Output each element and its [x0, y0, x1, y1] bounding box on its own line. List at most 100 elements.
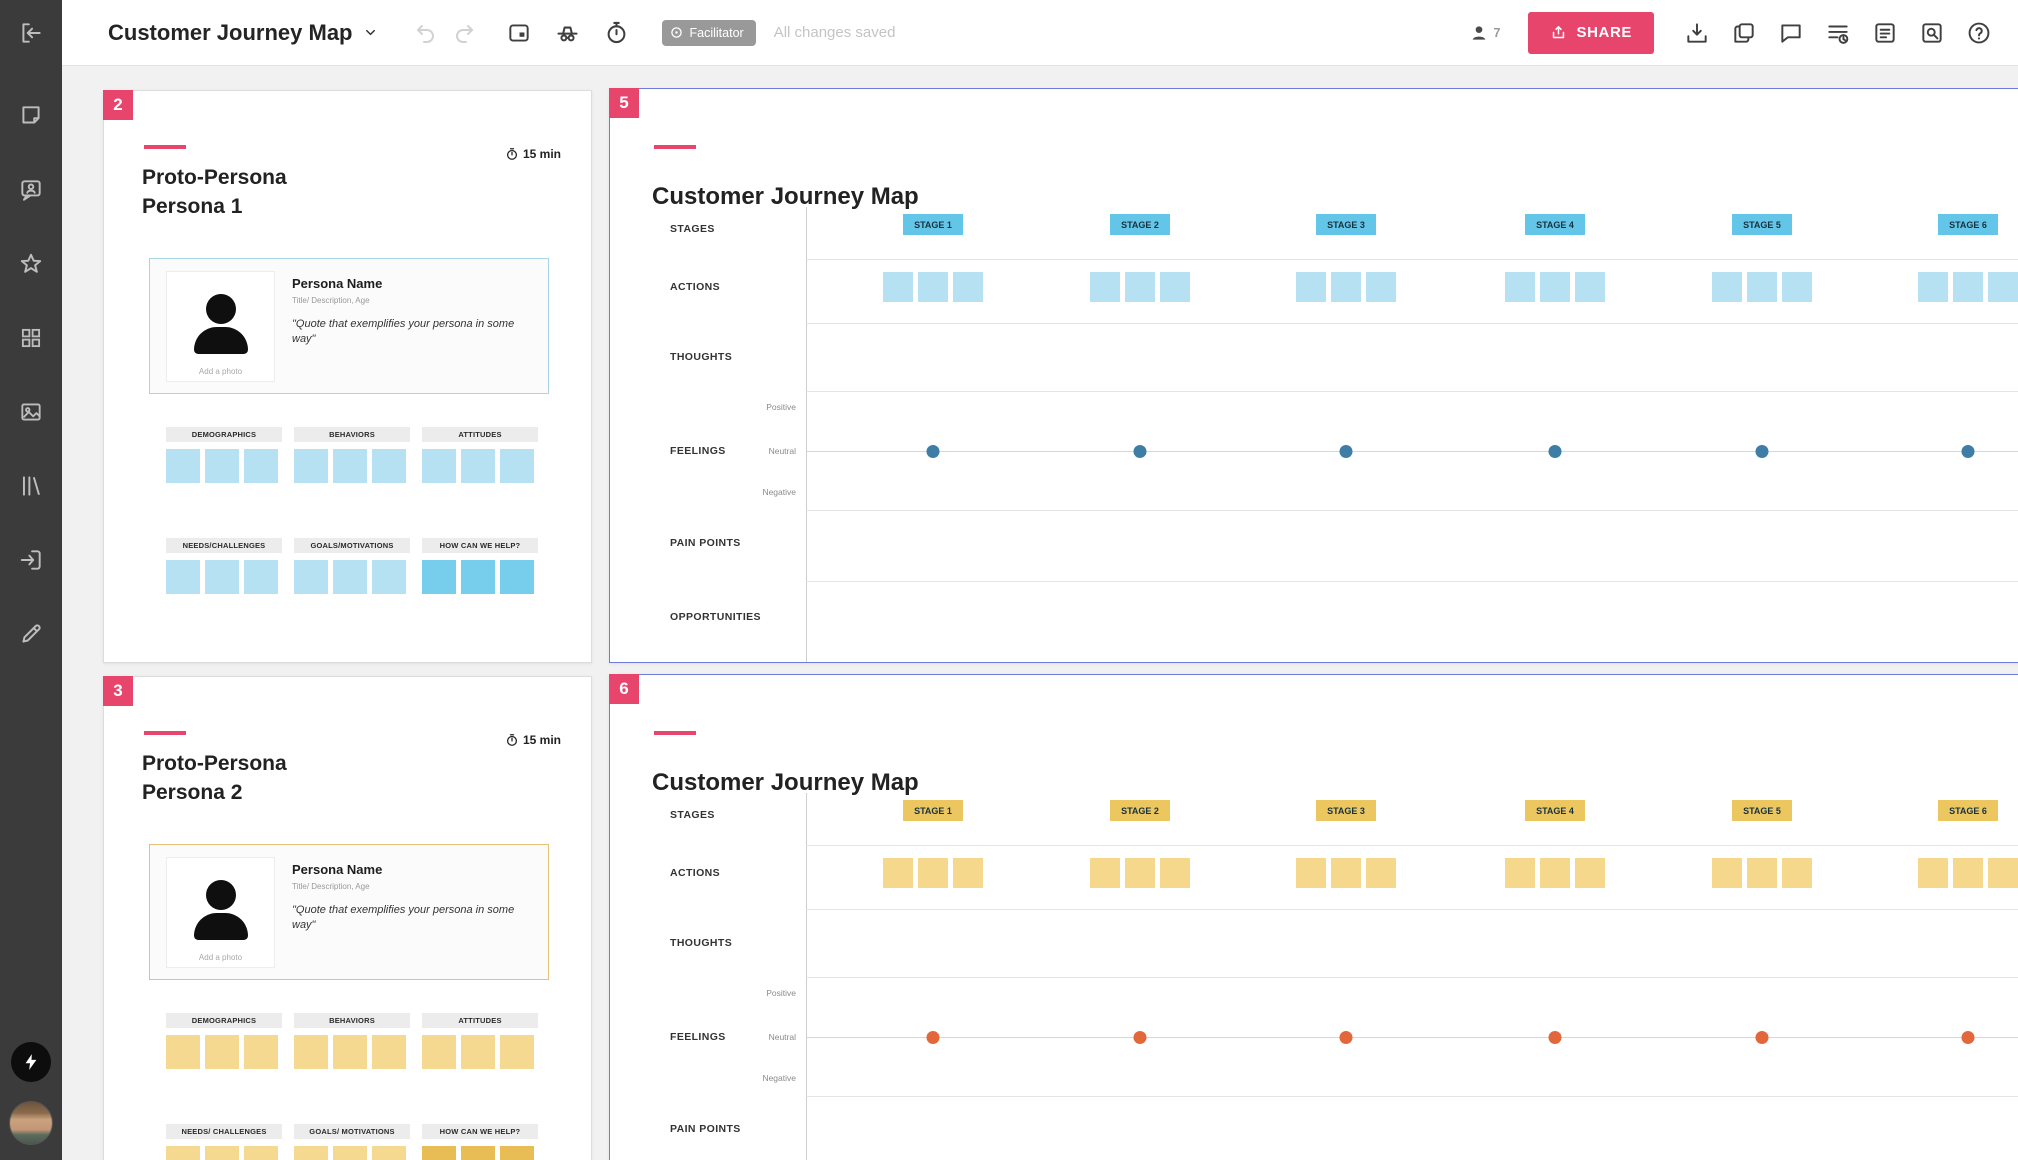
feeling-dot[interactable] [1755, 445, 1769, 458]
sticky-note[interactable] [500, 1146, 534, 1160]
row-label-thoughts[interactable]: THOUGHTS [670, 351, 733, 363]
stage-chip[interactable]: STAGE 2 [1110, 800, 1170, 821]
feeling-dot[interactable] [926, 445, 940, 458]
import-icon[interactable] [18, 547, 44, 573]
sticky-note[interactable] [1918, 858, 1948, 888]
sticky-note[interactable] [205, 1146, 239, 1160]
persona-quote[interactable]: "Quote that exemplifies your persona in … [292, 318, 515, 345]
sticky-note[interactable] [1331, 272, 1361, 302]
row-label-thoughts[interactable]: THOUGHTS [670, 937, 733, 949]
feeling-dot[interactable] [1961, 445, 1975, 458]
sticky-note[interactable] [1712, 272, 1742, 302]
sticky-note[interactable] [1953, 272, 1983, 302]
sticky-note[interactable] [294, 560, 328, 594]
sticky-note[interactable] [953, 858, 983, 888]
timer-widget[interactable]: 15 min [505, 733, 561, 747]
row-label-stages[interactable]: STAGES [670, 223, 715, 235]
find-icon[interactable] [1919, 20, 1945, 46]
sticky-note[interactable] [1090, 858, 1120, 888]
exit-icon[interactable] [18, 20, 44, 46]
persona-quote[interactable]: "Quote that exemplifies your persona in … [292, 904, 515, 931]
sticky-note[interactable] [333, 1035, 367, 1069]
sticky-note[interactable] [372, 1146, 406, 1160]
board-title-menu[interactable]: Customer Journey Map [108, 20, 378, 46]
frame-journey-map-1[interactable]: 5 Customer Journey Map STAGES ACTIONS TH… [609, 88, 2018, 663]
row-label-actions[interactable]: ACTIONS [670, 281, 721, 293]
feeling-dot[interactable] [926, 1031, 940, 1044]
frame-title[interactable]: Proto-Persona Persona 2 [142, 749, 287, 807]
photo-placeholder[interactable]: Add a photo [167, 272, 274, 381]
frame-number-badge[interactable]: 3 [103, 676, 133, 706]
section-header[interactable]: ATTITUDES [422, 1013, 538, 1028]
journey-title[interactable]: Customer Journey Map [652, 182, 919, 210]
feeling-dot[interactable] [1548, 445, 1562, 458]
sticky-note[interactable] [422, 560, 456, 594]
grid-icon[interactable] [18, 325, 44, 351]
sticky-note[interactable] [1988, 858, 2018, 888]
stage-chip[interactable]: STAGE 1 [903, 214, 963, 235]
feeling-dot[interactable] [1133, 1031, 1147, 1044]
stage-chip[interactable]: STAGE 3 [1316, 800, 1376, 821]
photo-placeholder[interactable]: Add a photo [167, 858, 274, 967]
sticky-note[interactable] [294, 1146, 328, 1160]
persona-subtitle[interactable]: Title/ Description, Age [292, 296, 370, 305]
sticky-note[interactable] [953, 272, 983, 302]
duplicate-icon[interactable] [1731, 20, 1757, 46]
sticky-note[interactable] [883, 272, 913, 302]
section-header[interactable]: BEHAVIORS [294, 1013, 410, 1028]
sticky-note[interactable] [372, 560, 406, 594]
section-header[interactable]: BEHAVIORS [294, 427, 410, 442]
frame-journey-map-2[interactable]: 6 Customer Journey Map STAGES ACTIONS TH… [609, 674, 2018, 1160]
sticky-note[interactable] [461, 560, 495, 594]
user-avatar[interactable] [10, 1102, 52, 1144]
sticky-note[interactable] [1125, 858, 1155, 888]
outline-icon[interactable] [1872, 20, 1898, 46]
comment-icon[interactable] [1778, 20, 1804, 46]
sticky-note[interactable] [244, 1035, 278, 1069]
persona-name[interactable]: Persona Name [292, 862, 383, 877]
library-icon[interactable] [18, 473, 44, 499]
sticky-note[interactable] [500, 449, 534, 483]
stage-chip[interactable]: STAGE 2 [1110, 214, 1170, 235]
sticky-note[interactable] [1505, 858, 1535, 888]
sticky-note[interactable] [372, 449, 406, 483]
sticky-note[interactable] [422, 1035, 456, 1069]
sticky-note[interactable] [461, 449, 495, 483]
sticky-note[interactable] [372, 1035, 406, 1069]
section-header[interactable]: DEMOGRAPHICS [166, 1013, 282, 1028]
row-label-opportunities[interactable]: OPPORTUNITIES [670, 611, 761, 623]
feeling-dot[interactable] [1755, 1031, 1769, 1044]
persona-name[interactable]: Persona Name [292, 276, 383, 291]
stage-chip[interactable]: STAGE 1 [903, 800, 963, 821]
sticky-note[interactable] [1505, 272, 1535, 302]
sticky-note[interactable] [1160, 858, 1190, 888]
person-comment-icon[interactable] [18, 177, 44, 203]
section-header[interactable]: HOW CAN WE HELP? [422, 1124, 538, 1139]
frame-proto-persona-2[interactable]: 3 Proto-Persona Persona 2 15 min Add a p… [103, 676, 592, 1160]
sticky-note[interactable] [294, 449, 328, 483]
row-label-pain-points[interactable]: PAIN POINTS [670, 537, 741, 549]
sticky-note[interactable] [1918, 272, 1948, 302]
facilitator-badge[interactable]: Facilitator [661, 19, 756, 46]
sticky-note[interactable] [166, 1146, 200, 1160]
share-button[interactable]: SHARE [1528, 11, 1654, 54]
section-header[interactable]: DEMOGRAPHICS [166, 427, 282, 442]
sticky-note[interactable] [1747, 858, 1777, 888]
pencil-icon[interactable] [18, 621, 44, 647]
timer-icon[interactable] [603, 19, 630, 46]
sticky-note[interactable] [166, 449, 200, 483]
sticky-note[interactable] [1953, 858, 1983, 888]
sticky-note[interactable] [422, 449, 456, 483]
frame-number-badge[interactable]: 2 [103, 90, 133, 120]
sticky-note[interactable] [1366, 858, 1396, 888]
stage-chip[interactable]: STAGE 6 [1938, 214, 1998, 235]
sticky-note[interactable] [244, 1146, 278, 1160]
sticky-note[interactable] [1575, 272, 1605, 302]
persona-card[interactable]: Add a photo Persona Name Title/ Descript… [149, 844, 549, 980]
sticky-note[interactable] [1331, 858, 1361, 888]
sticky-note[interactable] [461, 1146, 495, 1160]
frame-title[interactable]: Proto-Persona Persona 1 [142, 163, 287, 221]
sticky-note[interactable] [294, 1035, 328, 1069]
help-icon[interactable] [1966, 20, 1992, 46]
section-header[interactable]: NEEDS/ CHALLENGES [166, 1124, 282, 1139]
